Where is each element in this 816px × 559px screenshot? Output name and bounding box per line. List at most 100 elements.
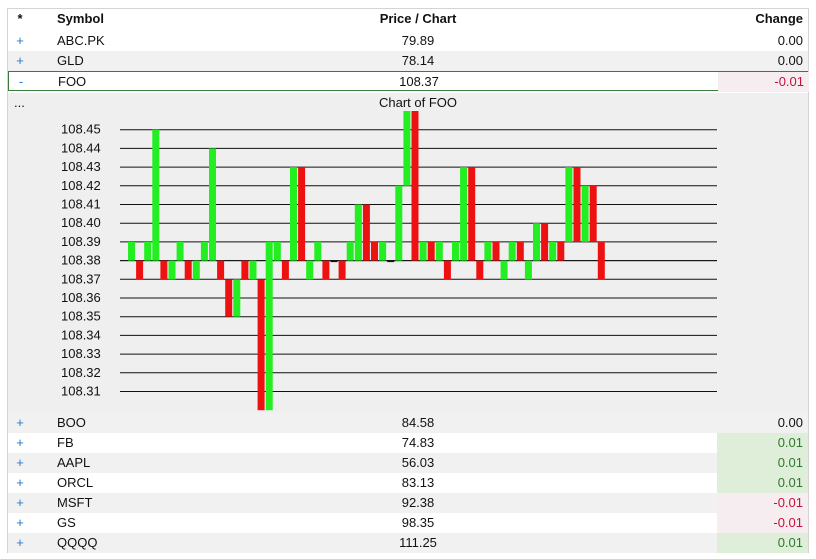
- price-cell: 84.58: [401, 415, 435, 430]
- chart-title: Chart of FOO: [378, 95, 458, 110]
- y-tick-label: 108.43: [61, 159, 101, 174]
- expand-icon[interactable]: +: [16, 535, 24, 550]
- table-row[interactable]: + FB 74.83 0.01: [8, 433, 808, 453]
- price-bar: [290, 167, 297, 261]
- price-bar: [524, 260, 532, 280]
- y-tick-label: 108.42: [61, 178, 101, 193]
- table-row[interactable]: + MSFT 92.38 -0.01: [8, 493, 808, 513]
- price-bar: [298, 167, 306, 261]
- price-bar: [322, 260, 330, 280]
- price-bar: [541, 223, 549, 261]
- y-tick-label: 108.44: [61, 140, 101, 155]
- change-cell: -0.01: [717, 493, 808, 513]
- change-cell: 0.01: [717, 453, 808, 473]
- y-tick-label: 108.41: [61, 197, 101, 212]
- price-bar: [330, 260, 338, 263]
- price-bar: [565, 167, 573, 242]
- change-cell: -0.01: [717, 513, 808, 533]
- price-bar: [128, 241, 135, 261]
- expand-icon[interactable]: +: [16, 415, 24, 430]
- table-row[interactable]: + ABC.PK 79.89 0.00: [8, 31, 808, 51]
- table-row[interactable]: + AAPL 56.03 0.01: [8, 453, 808, 473]
- expand-icon[interactable]: +: [16, 495, 24, 510]
- change-cell: 0.00: [777, 33, 803, 48]
- y-tick-label: 108.31: [61, 384, 101, 399]
- price-bar: [225, 279, 233, 317]
- price-bar: [443, 260, 451, 280]
- change-cell: 0.01: [717, 433, 808, 453]
- collapse-icon[interactable]: -: [18, 74, 24, 89]
- price-bar: [200, 241, 208, 261]
- table-row[interactable]: - FOO 108.37 -0.01: [8, 71, 809, 92]
- table-row[interactable]: + GS 98.35 -0.01: [8, 513, 808, 533]
- price-bar: [549, 241, 557, 261]
- price-bar: [281, 260, 289, 280]
- price-bar: [419, 241, 427, 261]
- quote-table: * Symbol Price / Chart Change + ABC.PK 79.…: [7, 8, 809, 553]
- price-bar: [484, 241, 492, 261]
- table-row[interactable]: + QQQQ 111.25 0.01: [8, 533, 808, 553]
- change-cell: 0.00: [777, 53, 803, 68]
- header-change[interactable]: Change: [755, 11, 803, 26]
- header-star[interactable]: *: [17, 11, 23, 26]
- symbol-cell: GLD: [57, 53, 84, 68]
- table-row[interactable]: + ORCL 83.13 0.01: [8, 473, 808, 493]
- price-bar: [573, 167, 581, 242]
- symbol-cell: AAPL: [57, 455, 91, 470]
- price-bar: [176, 241, 184, 261]
- y-tick-label: 108.36: [61, 290, 101, 305]
- price-bar: [273, 241, 281, 261]
- symbol-cell: GS: [57, 515, 76, 530]
- y-tick-label: 108.32: [61, 365, 101, 380]
- price-bar: [395, 185, 403, 261]
- price-bar: [460, 167, 468, 261]
- price-cell: 98.35: [401, 515, 435, 530]
- price-bar: [144, 241, 152, 261]
- expand-icon[interactable]: +: [16, 435, 24, 450]
- y-tick-label: 108.45: [61, 122, 101, 137]
- y-tick-label: 108.33: [61, 346, 101, 361]
- price-bar: [500, 260, 508, 280]
- expand-icon[interactable]: +: [16, 33, 24, 48]
- price-bar: [533, 223, 540, 261]
- price-bar: [152, 129, 160, 261]
- table-header: * Symbol Price / Chart Change: [8, 9, 808, 29]
- price-cell: 56.03: [401, 455, 435, 470]
- price-bar: [597, 241, 605, 280]
- price-bar: [508, 241, 516, 261]
- price-bar: [411, 111, 419, 261]
- price-bar: [249, 260, 257, 280]
- price-bar: [257, 279, 265, 411]
- price-cell: 74.83: [401, 435, 435, 450]
- price-bar: [516, 241, 524, 261]
- price-bar: [435, 241, 443, 261]
- price-bar: [314, 241, 322, 261]
- price-bar: [427, 241, 435, 261]
- price-bar: [492, 241, 500, 261]
- price-bar: [192, 260, 200, 280]
- price-bar: [589, 185, 597, 242]
- price-bar: [233, 279, 241, 317]
- price-bar: [241, 260, 249, 280]
- expand-icon[interactable]: +: [16, 53, 24, 68]
- price-bar: [362, 204, 370, 261]
- y-tick-label: 108.35: [61, 309, 101, 324]
- chart-more-button[interactable]: ...: [14, 95, 25, 110]
- expand-icon[interactable]: +: [16, 515, 24, 530]
- expand-icon[interactable]: +: [16, 455, 24, 470]
- price-cell: 78.14: [401, 53, 435, 68]
- price-cell: 111.25: [399, 535, 437, 550]
- symbol-cell: FOO: [58, 74, 87, 89]
- table-row[interactable]: + BOO 84.58 0.00: [8, 413, 808, 433]
- table-row[interactable]: + GLD 78.14 0.00: [8, 51, 808, 71]
- price-bar: [476, 260, 484, 280]
- price-bar: [403, 111, 411, 186]
- header-symbol[interactable]: Symbol: [57, 11, 104, 26]
- expand-icon[interactable]: +: [16, 475, 24, 490]
- price-bar: [581, 185, 589, 242]
- symbol-cell: MSFT: [57, 495, 93, 510]
- price-cell: 92.38: [401, 495, 435, 510]
- header-price-chart[interactable]: Price / Chart: [379, 11, 457, 26]
- symbol-cell: FB: [57, 435, 74, 450]
- price-cell: 79.89: [401, 33, 435, 48]
